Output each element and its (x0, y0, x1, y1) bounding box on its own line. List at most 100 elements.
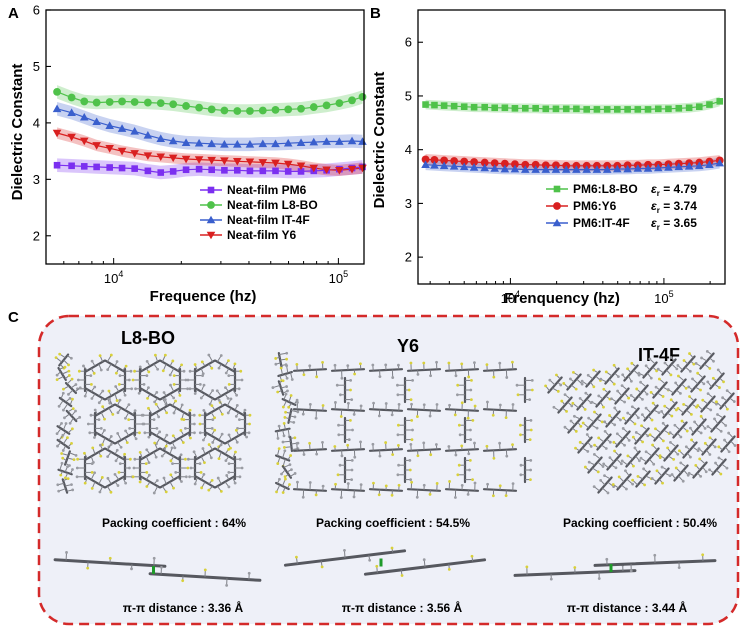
y6-row-molecule-1-0 (292, 401, 328, 420)
chart-a-point-1-0 (53, 87, 61, 96)
chart-b-point-0-14 (562, 105, 570, 113)
chart-b-point-2-10 (520, 165, 530, 173)
chart-a-point-2-0 (52, 104, 62, 113)
y6-row-molecule-0-2 (368, 363, 404, 379)
it4f-molecule-6-0 (656, 356, 679, 377)
chart-b-point-1-2 (440, 156, 449, 165)
chart-b-ytick-label-3: 5 (405, 88, 412, 103)
it4f-molecule-6-3 (688, 414, 707, 436)
chart-b-ylabel: Dielectric Constant (371, 72, 388, 209)
lattice-it4f (544, 349, 737, 495)
chart-a-ytick-label-1: 3 (33, 172, 40, 187)
lattice-y6 (292, 360, 534, 499)
chart-a-point-1-6 (130, 98, 139, 106)
chart-b-point-1-0 (421, 155, 430, 164)
chart-b-xtick-label-0: 104 (501, 289, 520, 306)
chart-a-ytick-label-4: 6 (33, 3, 40, 18)
chart-a-point-3-19 (296, 162, 306, 171)
packing-coefficient-it4f: Packing coefficient : 50.4% (563, 516, 717, 530)
y6-column-molecule-1-0 (396, 376, 414, 404)
l8bo-molecule-7-1 (159, 473, 183, 494)
l8bo-molecule-2-3 (186, 367, 205, 393)
chart-a-point-2-17 (271, 139, 280, 148)
chart-b-point-0-2 (440, 102, 448, 109)
chart-a-point-3-23 (347, 165, 357, 174)
chart-a-point-0-2 (80, 163, 88, 170)
chart-a-point-0-6 (131, 165, 138, 172)
chart-b-point-2-17 (592, 165, 602, 173)
chart-a-point-1-10 (182, 102, 190, 110)
chart-b-point-2-29 (715, 158, 725, 167)
chart-a-point-0-17 (272, 167, 279, 175)
y6-row-molecule-3-1 (330, 482, 366, 499)
pi-distance-l8bo: π-π distance : 3.36 Å (123, 600, 244, 615)
chart-b-frame (417, 9, 726, 285)
l8bo-side-molecule-r-0 (274, 351, 289, 368)
l8bo-molecule-0-3 (76, 367, 93, 393)
chart-a-point-1-8 (156, 99, 165, 108)
chart-a-point-2-4 (105, 121, 114, 130)
structure-title-l8bo: L8-BO (121, 328, 175, 348)
chart-a-point-3-22 (335, 167, 344, 175)
l8bo-molecule-8-5 (214, 443, 237, 463)
chart-b-point-0-13 (552, 105, 560, 113)
chart-a-point-1-15 (246, 107, 254, 115)
chart-b-point-0-8 (501, 104, 509, 112)
chart-a-point-0-13 (221, 167, 228, 174)
chart-b-point-1-5 (470, 158, 479, 166)
chart-b-point-0-4 (460, 103, 468, 111)
chart-a-point-3-18 (283, 160, 293, 169)
chart-a-point-2-22 (335, 137, 344, 145)
it4f-molecule-4-4 (658, 440, 680, 462)
panel-c-frame (37, 314, 740, 626)
chart-b-point-1-1 (430, 155, 439, 164)
l8bo-side-molecule-r-9 (275, 477, 291, 494)
chart-a-point-3-11 (194, 156, 204, 164)
chart-b-point-0-26 (685, 104, 693, 112)
y6-row-molecule-3-0 (292, 480, 328, 499)
chart-a-point-2-15 (245, 140, 255, 148)
chart-a-point-0-15 (246, 167, 254, 175)
it4f-dimer-lower (593, 553, 717, 573)
y6-row-molecule-1-5 (482, 400, 518, 420)
chart-a-point-2-21 (322, 137, 331, 145)
chart-b-point-2-21 (633, 164, 643, 172)
it4f-molecule-7-2 (696, 392, 718, 413)
chart-a-point-2-12 (207, 139, 216, 148)
it4f-molecule-5-3 (668, 419, 689, 439)
it4f-molecule-2-3 (612, 427, 631, 448)
chart-a-point-3-6 (130, 150, 139, 158)
it4f-molecule-1-3 (593, 429, 612, 451)
l8bo-molecule-6-3 (75, 455, 94, 481)
l8bo-side-molecule-r-3 (281, 392, 299, 409)
l8bo-side-molecule-r-4 (283, 408, 300, 424)
chart-b-point-0-22 (644, 106, 652, 113)
chart-b-point-0-20 (624, 106, 631, 113)
y6-column-molecule-3-1 (518, 416, 533, 444)
chart-a-point-3-17 (271, 159, 280, 168)
chart-b-point-2-28 (705, 160, 714, 169)
chart-b-point-2-12 (541, 165, 551, 173)
l8bo-molecule-3-5 (114, 398, 137, 420)
chart-b-point-0-3 (450, 102, 458, 110)
chart-a-point-0-11 (195, 165, 203, 173)
chart-b-point-2-11 (531, 165, 540, 173)
y6-column-molecule-0-2 (336, 456, 354, 484)
chart-b-point-2-22 (643, 164, 653, 172)
it4f-molecule-1-4 (602, 449, 623, 471)
chart-a-point-2-11 (194, 138, 204, 147)
it4f-molecule-3-2 (621, 405, 640, 426)
chart-a-legend-marker-2 (206, 215, 216, 224)
y6-row-molecule-0-4 (444, 361, 480, 379)
l8bo-molecule-5-3 (198, 411, 215, 437)
chart-a-point-3-12 (207, 156, 216, 165)
chart-a-point-1-2 (80, 97, 89, 106)
chart-b-point-0-7 (491, 104, 499, 112)
it4f-molecule-5-2 (660, 398, 678, 419)
chart-a-point-2-23 (347, 136, 357, 145)
l8bo-molecule-2-4 (193, 353, 216, 376)
chart-a-legend-marker-3 (206, 231, 216, 240)
chart-b-point-1-6 (480, 158, 489, 167)
chart-a-point-3-5 (117, 147, 127, 156)
